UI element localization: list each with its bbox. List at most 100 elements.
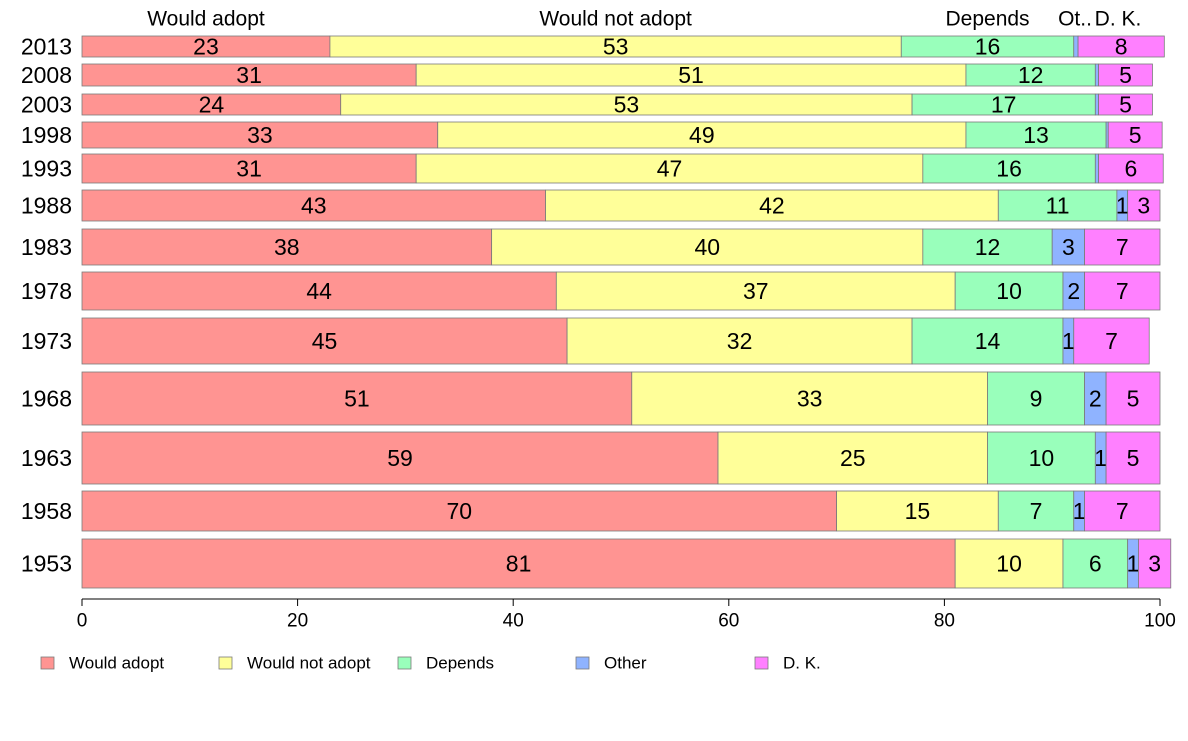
legend-swatch-d-k [754, 656, 769, 670]
header-label-would-not-adopt: Would not adopt [539, 8, 692, 31]
data-label-depends-1993: 16 [996, 156, 1022, 182]
bar-segment-would-adopt-1973 [81, 317, 568, 365]
legend-label-depends: Depends [426, 654, 494, 673]
data-label-d-k-1958: 7 [1116, 498, 1129, 524]
bar-segment-d-k-1983 [1084, 228, 1161, 266]
bar-segment-d-k-1988 [1127, 189, 1161, 222]
data-label-d-k-1968: 5 [1127, 386, 1140, 412]
bar-segment-d-k-1958 [1084, 490, 1161, 532]
data-label-depends-1978: 10 [996, 278, 1022, 304]
bar-segment-would-not-adopt-1963 [717, 431, 988, 485]
bar-segment-d-k-1978 [1084, 271, 1161, 311]
data-label-depends-2003: 17 [991, 92, 1017, 118]
bar-segment-depends-1978 [954, 271, 1064, 311]
bar-segment-would-adopt-1953 [81, 538, 956, 589]
bar-segment-would-adopt-1958 [81, 490, 837, 532]
data-label-d-k-1953: 3 [1148, 551, 1161, 577]
bar-segment-d-k-1953 [1138, 538, 1172, 589]
data-label-other-1988: 1 [1116, 193, 1129, 219]
x-tick-label-20: 20 [287, 611, 308, 632]
data-label-would-not-adopt-1998: 49 [689, 122, 715, 148]
data-label-d-k-1963: 5 [1127, 445, 1140, 471]
data-label-would-adopt-1968: 51 [344, 386, 370, 412]
year-label-1973: 1973 [21, 328, 72, 354]
data-label-depends-1998: 13 [1023, 122, 1049, 148]
data-label-depends-1983: 12 [975, 234, 1001, 260]
data-label-would-not-adopt-2008: 51 [678, 62, 704, 88]
year-label-1988: 1988 [21, 193, 72, 219]
data-label-d-k-1998: 5 [1129, 122, 1142, 148]
legend-swatch-would-adopt [40, 656, 55, 670]
year-label-1963: 1963 [21, 445, 72, 471]
legend-swatch-other [575, 656, 590, 670]
x-tick-label-40: 40 [503, 611, 524, 632]
data-label-depends-1968: 9 [1030, 386, 1043, 412]
data-label-other-1978: 2 [1067, 278, 1080, 304]
data-label-would-adopt-1993: 31 [236, 156, 262, 182]
data-label-would-adopt-1973: 45 [312, 328, 338, 354]
header-label-other: Ot.. [1058, 8, 1092, 31]
bar-segment-d-k-1968 [1105, 371, 1161, 426]
bar-segment-depends-1988 [997, 189, 1118, 222]
data-label-d-k-2013: 8 [1115, 34, 1128, 60]
data-label-would-not-adopt-1973: 32 [727, 328, 753, 354]
data-label-d-k-1988: 3 [1137, 193, 1150, 219]
bar-segment-other-2008 [1094, 63, 1099, 87]
bar-segment-depends-1963 [987, 431, 1096, 485]
bar-segment-other-2013 [1073, 35, 1079, 58]
x-tick-label-0: 0 [77, 611, 88, 632]
data-label-would-not-adopt-2013: 53 [603, 34, 629, 60]
data-label-would-adopt-1978: 44 [306, 278, 332, 304]
data-label-would-adopt-1963: 59 [387, 445, 413, 471]
bar-segment-depends-1953 [1062, 538, 1129, 589]
year-label-2008: 2008 [21, 62, 72, 88]
bar-segment-would-not-adopt-1998 [437, 121, 967, 149]
data-label-would-not-adopt-1978: 37 [743, 278, 769, 304]
bar-segment-would-not-adopt-1968 [631, 371, 988, 426]
data-label-d-k-1983: 7 [1116, 234, 1129, 260]
year-label-1953: 1953 [21, 551, 72, 577]
data-label-other-1983: 3 [1062, 234, 1075, 260]
legend-label-other: Other [604, 654, 647, 673]
data-label-depends-1973: 14 [975, 328, 1001, 354]
header-label-d-k: D. K. [1095, 8, 1142, 31]
data-label-would-adopt-1998: 33 [247, 122, 273, 148]
bar-segment-would-not-adopt-1988 [545, 189, 999, 222]
data-label-other-1968: 2 [1089, 386, 1102, 412]
year-label-1958: 1958 [21, 498, 72, 524]
data-label-d-k-1993: 6 [1124, 156, 1137, 182]
year-label-1993: 1993 [21, 156, 72, 182]
data-label-would-not-adopt-1988: 42 [759, 193, 785, 219]
bar-segment-d-k-1993 [1098, 153, 1164, 184]
bar-segment-d-k-1973 [1073, 317, 1150, 365]
data-label-would-adopt-2003: 24 [199, 92, 225, 118]
data-label-would-adopt-2013: 23 [193, 34, 219, 60]
bar-segment-d-k-1998 [1107, 121, 1163, 149]
bar-segment-depends-1993 [922, 153, 1096, 184]
data-label-depends-2013: 16 [975, 34, 1001, 60]
bar-segment-depends-1998 [965, 121, 1107, 149]
year-label-2003: 2003 [21, 92, 72, 118]
legend-label-would-not-adopt: Would not adopt [247, 654, 371, 673]
bar-segment-would-adopt-1978 [81, 271, 557, 311]
bar-segment-would-adopt-1968 [81, 371, 633, 426]
year-label-1983: 1983 [21, 234, 72, 260]
header-label-depends: Depends [945, 8, 1029, 31]
year-label-1998: 1998 [21, 122, 72, 148]
legend-swatch-would-not-adopt [218, 656, 233, 670]
year-label-1978: 1978 [21, 278, 72, 304]
data-label-would-not-adopt-1958: 15 [905, 498, 931, 524]
data-label-would-not-adopt-1953: 10 [996, 551, 1022, 577]
data-label-would-adopt-1983: 38 [274, 234, 300, 260]
bar-segment-d-k-2013 [1077, 35, 1165, 58]
data-label-other-1963: 1 [1094, 445, 1107, 471]
legend-label-would-adopt: Would adopt [69, 654, 164, 673]
data-label-would-not-adopt-1968: 33 [797, 386, 823, 412]
data-label-d-k-2008: 5 [1119, 62, 1132, 88]
data-label-d-k-1973: 7 [1105, 328, 1118, 354]
bar-segment-d-k-2003 [1098, 93, 1153, 116]
bar-segment-other-2003 [1094, 93, 1099, 116]
data-label-depends-1953: 6 [1089, 551, 1102, 577]
bar-segment-would-not-adopt-1973 [566, 317, 913, 365]
